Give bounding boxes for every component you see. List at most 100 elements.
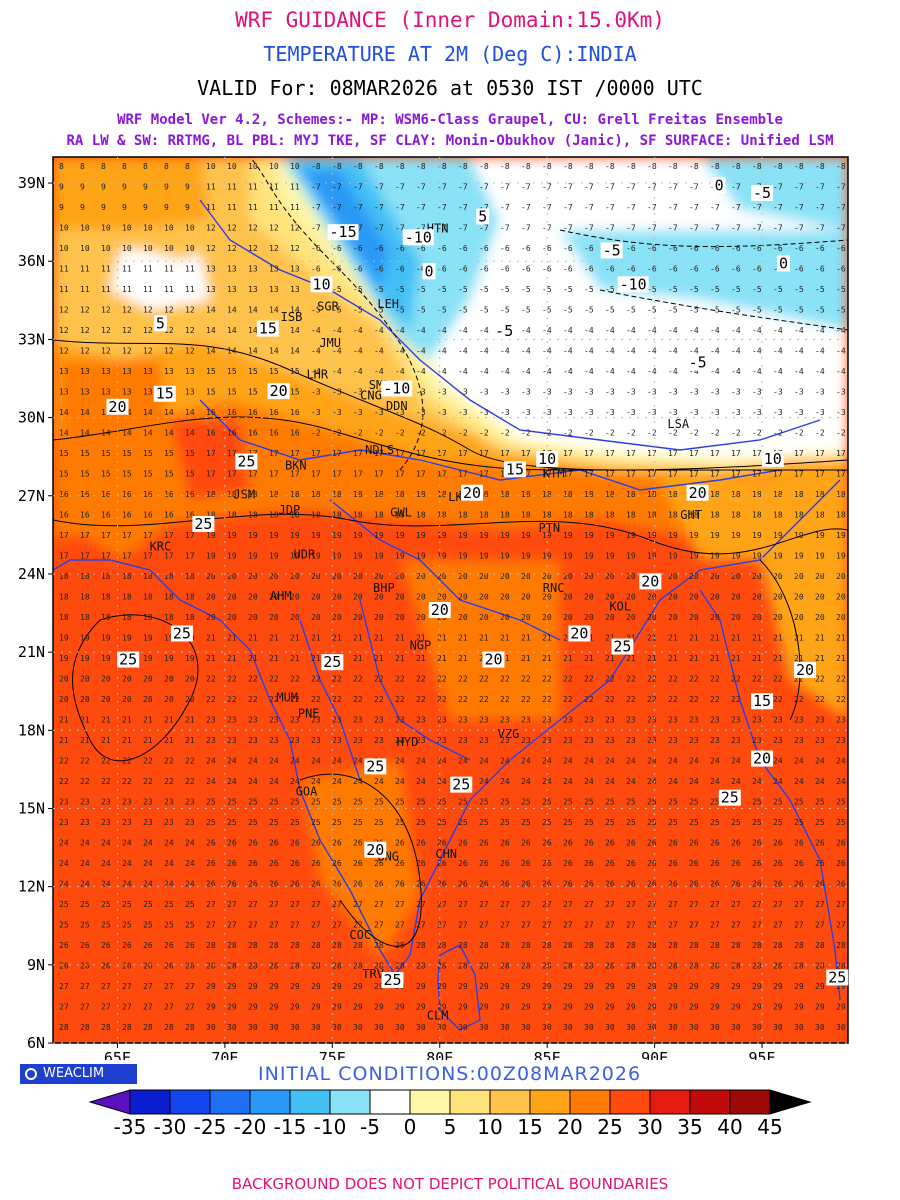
svg-text:21: 21: [80, 736, 90, 745]
svg-text:9: 9: [59, 183, 64, 192]
svg-text:12: 12: [143, 306, 153, 315]
lat-tick-label: 21N: [18, 643, 45, 661]
svg-text:18: 18: [122, 613, 132, 622]
svg-text:-4: -4: [458, 367, 468, 376]
svg-text:-6: -6: [605, 265, 615, 274]
svg-text:24: 24: [122, 859, 132, 868]
svg-text:19: 19: [605, 552, 615, 561]
svg-text:10: 10: [80, 224, 90, 233]
svg-text:-4: -4: [794, 367, 804, 376]
svg-text:13: 13: [80, 388, 90, 397]
contour-label: -10: [383, 380, 410, 398]
svg-text:-8: -8: [500, 162, 510, 171]
svg-text:-4: -4: [353, 367, 363, 376]
svg-text:-7: -7: [311, 224, 321, 233]
svg-text:27: 27: [626, 900, 636, 909]
svg-text:-2: -2: [479, 429, 489, 438]
svg-text:20: 20: [542, 572, 552, 581]
svg-text:-8: -8: [416, 162, 426, 171]
contour-label-bg: [327, 224, 359, 241]
contour-label-bg: [536, 450, 559, 467]
colorbar-label: -10: [314, 1115, 347, 1139]
svg-text:23: 23: [458, 736, 468, 745]
svg-text:10: 10: [122, 244, 132, 253]
svg-text:27: 27: [479, 900, 489, 909]
svg-text:21: 21: [59, 716, 69, 725]
contour-label: 25: [613, 638, 631, 656]
svg-text:22: 22: [773, 675, 783, 684]
svg-text:18: 18: [374, 490, 384, 499]
svg-text:-7: -7: [773, 224, 783, 233]
contour-label-bg: [777, 255, 791, 272]
svg-text:-6: -6: [395, 244, 405, 253]
svg-text:28: 28: [437, 962, 447, 971]
svg-text:-5: -5: [647, 285, 657, 294]
svg-text:-5: -5: [437, 285, 447, 294]
svg-text:18: 18: [269, 490, 279, 499]
svg-text:-7: -7: [479, 183, 489, 192]
svg-text:-4: -4: [563, 326, 573, 335]
svg-text:19: 19: [395, 552, 405, 561]
svg-text:18: 18: [521, 490, 531, 499]
svg-text:-4: -4: [521, 367, 531, 376]
svg-text:27: 27: [437, 900, 447, 909]
svg-text:23: 23: [290, 716, 300, 725]
svg-text:-4: -4: [626, 326, 636, 335]
svg-text:29: 29: [521, 982, 531, 991]
svg-text:22: 22: [626, 675, 636, 684]
svg-text:19: 19: [668, 531, 678, 540]
svg-text:26: 26: [332, 880, 342, 889]
svg-text:27: 27: [710, 900, 720, 909]
svg-text:26: 26: [626, 880, 636, 889]
svg-text:-6: -6: [437, 265, 447, 274]
svg-text:26: 26: [290, 880, 300, 889]
svg-text:26: 26: [521, 880, 531, 889]
land-boundaries: [53, 199, 841, 1031]
svg-text:17: 17: [668, 449, 678, 458]
svg-text:20: 20: [374, 572, 384, 581]
svg-text:19: 19: [122, 634, 132, 643]
svg-text:22: 22: [731, 675, 741, 684]
svg-text:10: 10: [269, 162, 279, 171]
svg-text:-4: -4: [374, 367, 384, 376]
svg-text:27: 27: [395, 921, 405, 930]
svg-text:12: 12: [59, 347, 69, 356]
svg-text:19: 19: [731, 531, 741, 540]
svg-text:20: 20: [731, 572, 741, 581]
svg-text:16: 16: [122, 490, 132, 499]
svg-text:21: 21: [500, 634, 510, 643]
svg-text:-7: -7: [668, 203, 678, 212]
svg-text:22: 22: [269, 675, 279, 684]
svg-text:29: 29: [395, 1003, 405, 1012]
svg-text:25: 25: [227, 818, 237, 827]
svg-text:-6: -6: [584, 244, 594, 253]
svg-text:17: 17: [626, 449, 636, 458]
svg-text:-4: -4: [815, 367, 825, 376]
svg-text:22: 22: [437, 695, 447, 704]
svg-text:27: 27: [458, 921, 468, 930]
svg-text:-5: -5: [584, 285, 594, 294]
svg-text:20: 20: [269, 593, 279, 602]
svg-text:8: 8: [101, 162, 106, 171]
svg-text:-3: -3: [626, 388, 636, 397]
contour-label: 25: [323, 653, 341, 671]
svg-text:23: 23: [710, 716, 720, 725]
svg-text:-6: -6: [437, 244, 447, 253]
svg-text:20: 20: [626, 593, 636, 602]
svg-text:20: 20: [836, 613, 846, 622]
svg-text:10: 10: [101, 224, 111, 233]
svg-text:19: 19: [227, 552, 237, 561]
svg-text:22: 22: [59, 777, 69, 786]
svg-text:22: 22: [290, 695, 300, 704]
svg-text:12: 12: [164, 306, 174, 315]
svg-text:24: 24: [416, 757, 426, 766]
svg-text:21: 21: [668, 654, 678, 663]
city-label-chn: CHN: [435, 847, 457, 861]
svg-text:28: 28: [227, 962, 237, 971]
svg-text:-7: -7: [395, 224, 405, 233]
svg-text:10: 10: [101, 244, 111, 253]
svg-text:23: 23: [773, 736, 783, 745]
svg-text:20: 20: [584, 572, 594, 581]
svg-text:22: 22: [647, 695, 657, 704]
contour-label-bg: [106, 398, 129, 415]
